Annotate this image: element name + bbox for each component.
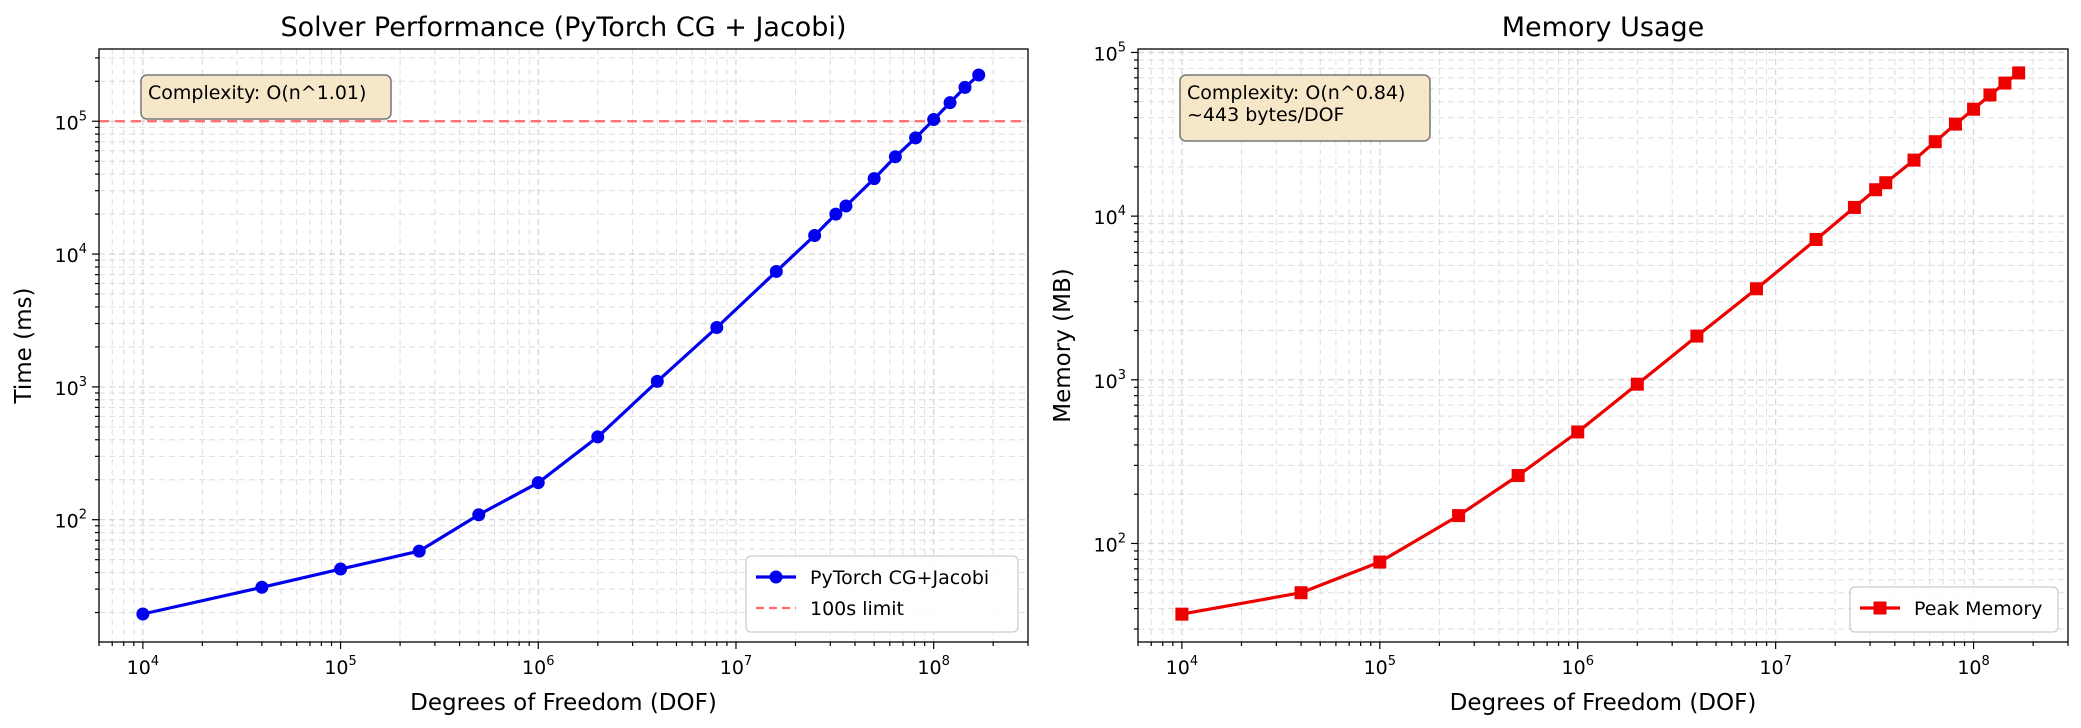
legend-box — [1849, 586, 2059, 633]
annotation-box — [140, 74, 392, 120]
y-tick-label: 104 — [1094, 204, 1126, 229]
data-point — [1175, 607, 1189, 621]
data-point — [1879, 176, 1893, 190]
legend-label: Peak Memory — [1914, 598, 2042, 620]
data-point — [943, 96, 957, 110]
data-point — [972, 68, 986, 82]
chart-panel-1: 104 105 106 107 108 102 103 104 105 Solver Perfor… — [11, 12, 1029, 716]
data-point — [867, 172, 881, 186]
x-tick-label: 107 — [1759, 654, 1791, 679]
data-point — [1998, 76, 2012, 90]
legend-marker — [1873, 601, 1887, 615]
chart-title: Solver Performance (PyTorch CG + Jacobi) — [281, 12, 847, 43]
data-point — [1847, 200, 1861, 214]
y-axis-label: Memory (MB) — [1050, 268, 1076, 422]
data-point — [769, 264, 783, 278]
y-tick-label: 102 — [1094, 531, 1126, 556]
data-point — [909, 131, 923, 145]
data-point — [1907, 153, 1921, 167]
data-point — [1809, 232, 1823, 246]
axes-frame — [1137, 48, 2069, 643]
chart-title: Memory Usage — [1502, 12, 1705, 43]
data-point — [1511, 469, 1525, 483]
legend-label: 100s limit — [810, 598, 904, 620]
data-point — [1948, 117, 1962, 131]
annotation-text: Complexity: O(n^1.01) — [148, 82, 366, 104]
data-point — [927, 113, 941, 127]
x-tick-label: 106 — [522, 654, 554, 679]
data-point — [839, 199, 853, 213]
data-point — [1983, 88, 1997, 102]
data-point — [255, 580, 269, 594]
x-axis-label: Degrees of Freedom (DOF) — [410, 690, 717, 716]
x-tick-label: 104 — [127, 654, 159, 679]
plot-area — [1138, 49, 2068, 642]
y-tick-label: 105 — [55, 109, 87, 134]
series-line — [1181, 71, 2020, 616]
legend-label: PyTorch CG+Jacobi — [810, 567, 989, 589]
annotation-text: ~443 bytes/DOF — [1187, 104, 1344, 126]
data-point — [710, 320, 724, 334]
x-tick-label: 107 — [720, 654, 752, 679]
y-tick-label: 104 — [55, 242, 87, 267]
data-point — [1749, 282, 1763, 296]
data-point — [1869, 183, 1883, 197]
data-point — [412, 544, 426, 558]
data-point — [1571, 425, 1585, 439]
data-point — [1294, 586, 1308, 600]
data-point — [1630, 377, 1644, 391]
data-point — [531, 476, 545, 490]
x-tick-label: 104 — [1166, 654, 1198, 679]
data-point — [2012, 66, 2026, 80]
series-line — [142, 73, 980, 616]
data-point — [472, 508, 486, 522]
x-tick-label: 106 — [1562, 654, 1594, 679]
y-tick-label: 102 — [55, 508, 87, 533]
data-point — [1373, 555, 1387, 569]
data-point — [829, 207, 843, 221]
data-point — [650, 374, 664, 388]
plot-area — [99, 49, 1028, 642]
data-point — [591, 430, 605, 444]
data-point — [334, 562, 348, 576]
x-tick-label: 105 — [324, 654, 356, 679]
x-tick-label: 108 — [917, 654, 949, 679]
y-tick-label: 105 — [1094, 40, 1126, 65]
legend-marker — [769, 570, 783, 584]
data-point — [888, 150, 902, 164]
data-point — [808, 228, 822, 242]
data-point — [1928, 135, 1942, 149]
y-tick-label: 103 — [55, 375, 87, 400]
data-point — [958, 80, 972, 94]
annotation-box — [1179, 74, 1431, 142]
annotation-text: Complexity: O(n^0.84) — [1187, 82, 1405, 104]
chart-panel-2: 104 105 106 107 108 102 103 104 105 Memory Usage D… — [1050, 12, 2069, 716]
data-point — [1967, 102, 1981, 116]
legend-box — [745, 555, 1019, 633]
axes-frame — [98, 48, 1029, 643]
data-point — [1690, 329, 1704, 343]
y-axis-label: Time (ms) — [11, 288, 37, 405]
x-tick-label: 105 — [1364, 654, 1396, 679]
x-axis-label: Degrees of Freedom (DOF) — [1450, 690, 1757, 716]
data-point — [1452, 509, 1466, 523]
data-point — [136, 607, 150, 621]
y-tick-label: 103 — [1094, 368, 1126, 393]
x-tick-label: 108 — [1957, 654, 1989, 679]
